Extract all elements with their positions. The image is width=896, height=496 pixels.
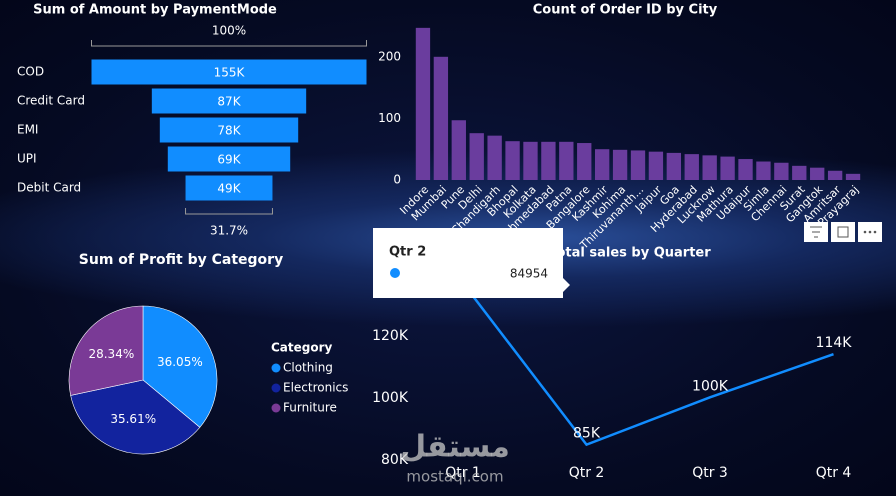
legend-label: Furniture	[283, 401, 337, 415]
data-label: 49K	[217, 182, 241, 196]
category-label: COD	[17, 65, 44, 79]
data-label: 87K	[217, 95, 241, 109]
category-label: EMI	[17, 123, 38, 137]
tooltip-arrow	[563, 278, 570, 292]
bar	[720, 156, 735, 180]
y-tick-label: 200	[378, 49, 401, 63]
legend-title: Category	[271, 341, 333, 355]
bar	[774, 162, 789, 180]
bar	[756, 161, 771, 180]
bar	[559, 141, 574, 180]
bar	[792, 165, 807, 180]
data-label: 100K	[692, 378, 729, 394]
category-label: Credit Card	[17, 94, 85, 108]
data-label: 36.05%	[157, 355, 203, 369]
funnel-bar	[91, 59, 367, 85]
tooltip-box	[373, 228, 563, 298]
bar	[469, 133, 484, 180]
legend-label: Electronics	[283, 381, 348, 395]
data-label: 78K	[217, 124, 241, 138]
bar	[594, 149, 610, 180]
bar	[648, 151, 664, 180]
funnel-bar	[151, 88, 307, 114]
visual-icons	[804, 222, 882, 242]
percent-label: 100%	[212, 24, 246, 38]
tooltip-swatch	[390, 268, 400, 278]
x-tick-label: Qtr 2	[569, 465, 605, 481]
watermark: mostaql.com	[406, 468, 503, 486]
bracket	[91, 40, 367, 47]
line	[462, 282, 834, 447]
bar	[415, 27, 431, 181]
bar	[810, 167, 825, 180]
legend-swatch	[271, 403, 281, 413]
bar	[702, 155, 717, 180]
bar	[684, 154, 699, 180]
bar	[845, 173, 861, 180]
chart-title: Total sales by Quarter	[549, 246, 711, 261]
category-label: Debit Card	[17, 181, 81, 195]
y-tick-label: 100K	[372, 390, 409, 406]
y-tick-label: 100	[378, 111, 401, 125]
focus-icon[interactable]	[831, 222, 855, 242]
data-label: 85K	[573, 426, 601, 442]
bar	[541, 141, 556, 180]
data-label: 69K	[217, 153, 241, 167]
x-tick-label: Qtr 4	[816, 465, 852, 481]
chart-title: Sum of Amount by PaymentMode	[33, 3, 277, 18]
bar	[827, 170, 843, 180]
pie-slice	[70, 379, 201, 455]
x-tick-label: Qtr 3	[692, 465, 728, 481]
pie-slice	[68, 305, 144, 396]
funnel-bar	[167, 146, 291, 172]
bracket	[185, 208, 273, 215]
data-label: 155K	[214, 66, 246, 80]
tooltip: Qtr 2 84954	[373, 228, 570, 298]
y-tick-label: 120K	[372, 328, 409, 344]
category-label: UPI	[17, 152, 37, 166]
bar	[612, 149, 628, 180]
y-tick-label: 0	[393, 173, 401, 187]
bar	[451, 120, 466, 180]
bar	[505, 141, 520, 180]
x-tick-label: Qtr 1	[445, 465, 481, 481]
data-label: 114K	[816, 335, 853, 351]
legend-swatch	[271, 363, 281, 373]
tooltip-value: 84954	[510, 267, 548, 281]
bar	[666, 152, 682, 180]
pie-slice	[142, 305, 218, 428]
bar	[523, 141, 538, 180]
tooltip-title: Qtr 2	[389, 245, 426, 260]
bar	[433, 56, 449, 180]
y-tick-label: 80K	[381, 452, 409, 468]
funnel-bar	[159, 117, 299, 143]
percent-label: 31.7%	[210, 224, 248, 238]
data-label: 35.61%	[110, 412, 156, 426]
watermark: مستقل	[400, 430, 510, 465]
bar	[738, 159, 753, 180]
legend-swatch	[271, 383, 281, 393]
bar	[577, 143, 592, 180]
chart-title: Count of Order ID by City	[533, 3, 718, 18]
legend-label: Clothing	[283, 361, 333, 375]
bar	[630, 150, 646, 180]
chart-title: Sum of Profit by Category	[79, 252, 283, 268]
funnel-bar	[185, 175, 273, 201]
data-label: 28.34%	[88, 347, 134, 361]
bar	[487, 135, 502, 180]
